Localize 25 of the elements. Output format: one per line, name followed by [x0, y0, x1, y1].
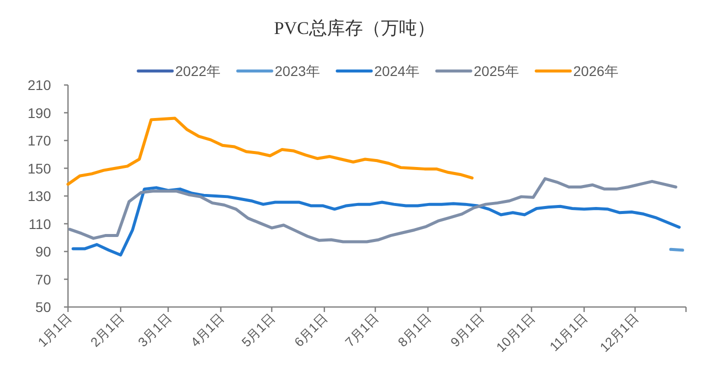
legend-label: 2023年 — [274, 63, 320, 79]
xtick: 5月1日 — [238, 310, 278, 350]
legend-label: 2026年 — [573, 63, 618, 79]
xtick: 6月1日 — [291, 310, 330, 350]
ytick: 70 — [35, 271, 51, 288]
xtick: 12月1日 — [596, 310, 642, 355]
xtick: 2月1日 — [88, 310, 127, 350]
xtick: 9月1日 — [447, 310, 487, 350]
legend-label: 2022年 — [175, 63, 220, 79]
ytick: 150 — [28, 160, 51, 176]
legend-label: 2024年 — [374, 63, 420, 79]
xtick: 7月1日 — [342, 310, 382, 350]
ytick: 190 — [28, 104, 51, 121]
xtick: 3月1日 — [135, 310, 174, 350]
ytick: 110 — [28, 216, 51, 232]
xtick: 10月1日 — [493, 310, 538, 355]
ytick: 90 — [35, 244, 51, 260]
legend-label: 2025年 — [474, 63, 519, 79]
title: PVC总库存（万吨） — [274, 18, 435, 38]
xtick: 11月1日 — [546, 310, 590, 354]
xtick: 4月1日 — [188, 310, 227, 350]
xtick: 8月1日 — [394, 310, 434, 350]
ytick: 170 — [28, 132, 51, 148]
ytick: 130 — [28, 188, 51, 204]
ytick: 210 — [28, 77, 51, 93]
